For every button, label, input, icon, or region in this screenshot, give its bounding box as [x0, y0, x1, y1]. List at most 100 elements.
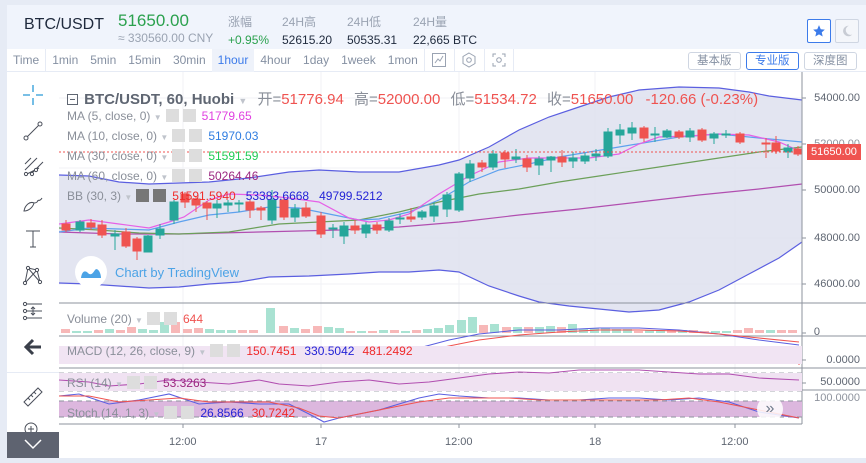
ruler-icon — [23, 387, 43, 407]
brush-tool[interactable] — [20, 190, 46, 216]
y-axis-label: 54000.00 — [814, 92, 860, 104]
close-icon[interactable] — [182, 109, 196, 122]
dropdown-arrow-icon[interactable]: ▼ — [238, 96, 248, 106]
chart-area[interactable]: BTC/USDT, 60, Huobi ▼ 开=51776.94 高=52000… — [59, 72, 866, 458]
star-icon — [813, 25, 825, 37]
collapse-legend-icon[interactable] — [67, 94, 78, 105]
stat-change: 涨幅 +0.95% — [228, 15, 270, 47]
gear-icon[interactable] — [172, 129, 186, 142]
price-chart-canvas[interactable] — [59, 72, 866, 458]
text-tool[interactable] — [20, 226, 46, 252]
crosshair-tool[interactable] — [20, 82, 46, 108]
toolbar-divider — [7, 372, 59, 373]
close-value: 51650.00 — [570, 91, 634, 108]
screenshot-icon — [492, 53, 506, 67]
view-depth-button[interactable]: 深度图 — [804, 52, 857, 70]
interval-1day[interactable]: 1day — [303, 52, 330, 67]
scroll-to-realtime-button[interactable]: » — [757, 396, 783, 422]
close-icon[interactable] — [227, 344, 241, 357]
close-icon[interactable] — [189, 169, 203, 182]
favorite-button[interactable] — [807, 19, 831, 43]
interval-30min[interactable]: 30min — [172, 52, 206, 67]
ma5-legend[interactable]: MA (5, close, 0) ▼ 51779.65 — [67, 109, 252, 123]
gear-icon[interactable] — [172, 169, 186, 182]
x-axis-label: 18 — [589, 436, 602, 448]
macd-axis-label: 0.0000 — [826, 354, 860, 366]
interval-5min[interactable]: 5min — [90, 52, 117, 67]
close-icon[interactable] — [189, 149, 203, 162]
view-basic-button[interactable]: 基本版 — [688, 52, 741, 70]
stoch-axis-label: 100.0000 — [814, 392, 860, 404]
interval-15min[interactable]: 15min — [128, 52, 161, 67]
trend-line-tool[interactable] — [20, 118, 46, 144]
interval-1min[interactable]: 1min — [52, 52, 79, 67]
moon-icon — [843, 25, 853, 37]
symbol-title: BTC/USDT, 60, Huobi — [84, 91, 235, 108]
close-icon[interactable] — [143, 376, 157, 389]
stat-24h-volume: 24H量 22,665 BTC — [413, 15, 478, 47]
screenshot-button[interactable] — [483, 48, 514, 72]
rsi-legend[interactable]: RSI (14) ▼ 53.3263 — [67, 376, 207, 390]
stoch-legend[interactable]: Stoch (14, 1, 3) ▼ 26.8566 30.7242 — [67, 406, 296, 420]
ma30-legend[interactable]: MA (30, close, 0) ▼ 51591.59 — [67, 149, 259, 163]
gear-icon[interactable] — [172, 149, 186, 162]
x-axis-label: 12:00 — [445, 436, 473, 448]
market-header: BTC/USDT 51650.00 ≈ 330560.00 CNY 涨幅 +0.9… — [7, 5, 866, 49]
last-price: 51650.00 — [118, 11, 189, 30]
drawing-toolbar — [7, 72, 59, 458]
interval-toolbar: Time 1min 5min 15min 30min 1hour 4hour 1… — [7, 48, 866, 72]
back-button[interactable] — [20, 334, 46, 360]
collapse-toolbar-button[interactable] — [7, 432, 59, 458]
last-price-tag: 51650.00 — [807, 144, 861, 160]
cny-price: ≈ 330560.00 CNY — [118, 31, 214, 45]
settings-icon — [462, 52, 476, 68]
tradingview-watermark[interactable]: Chart by TradingView — [75, 256, 239, 288]
crosshair-icon — [23, 85, 43, 105]
trend-line-icon — [23, 121, 43, 141]
indicators-button[interactable] — [423, 48, 454, 72]
close-icon[interactable] — [189, 129, 203, 142]
symbol-legend: BTC/USDT, 60, Huobi ▼ 开=51776.94 高=52000… — [67, 88, 758, 109]
interval-4hour[interactable]: 4hour — [260, 52, 292, 67]
pair-name: BTC/USDT — [24, 16, 104, 33]
gear-icon[interactable] — [164, 406, 178, 419]
y-axis-label: 46000.00 — [814, 278, 860, 290]
interval-time[interactable]: Time — [7, 48, 47, 72]
tradingview-logo-icon — [81, 269, 101, 278]
close-icon[interactable] — [181, 406, 195, 419]
measure-levels-icon — [22, 301, 42, 321]
change-value: -120.66 (-0.23%) — [645, 91, 759, 108]
pattern-icon — [22, 265, 43, 286]
ma60-legend[interactable]: MA (60, close, 0) ▼ 50264.46 — [67, 169, 259, 183]
open-value: 51776.94 — [281, 91, 344, 108]
stat-24h-low: 24H低 50535.31 — [347, 15, 398, 47]
gear-icon[interactable] — [165, 109, 179, 122]
interval-1hour[interactable]: 1hour — [211, 48, 255, 72]
theme-toggle-button[interactable] — [835, 19, 859, 43]
pitchfork-icon — [23, 157, 44, 177]
volume-legend[interactable]: Volume (20) ▼ 644 — [67, 312, 203, 326]
interval-1mon[interactable]: 1mon — [387, 52, 418, 67]
low-value: 51534.72 — [474, 91, 537, 108]
gear-icon[interactable] — [126, 376, 140, 389]
brush-icon — [23, 197, 43, 212]
gear-icon[interactable] — [136, 189, 150, 202]
bb-legend[interactable]: BB (30, 3) ▼ 51591.5940 53383.6668 49799.52… — [67, 189, 383, 203]
macd-legend[interactable]: MACD (12, 26, close, 9) ▼ 150.7451 330.504… — [67, 344, 413, 358]
measure-levels-tool[interactable] — [20, 298, 46, 324]
pattern-tool[interactable] — [20, 262, 46, 288]
close-icon[interactable] — [163, 312, 177, 325]
settings-button[interactable] — [453, 48, 484, 72]
pitchfork-tool[interactable] — [20, 154, 46, 180]
view-pro-button[interactable]: 专业版 — [746, 52, 799, 70]
x-axis-label: 17 — [315, 436, 328, 448]
ma10-legend[interactable]: MA (10, close, 0) ▼ 51970.03 — [67, 129, 259, 143]
rsi-axis-label: 50.0000 — [820, 376, 860, 388]
gear-icon[interactable] — [146, 312, 160, 325]
close-icon[interactable] — [153, 189, 167, 202]
stat-24h-high: 24H高 52615.20 — [282, 15, 333, 47]
ruler-tool[interactable] — [20, 384, 46, 410]
gear-icon[interactable] — [210, 344, 224, 357]
high-value: 52000.00 — [377, 91, 441, 108]
interval-1week[interactable]: 1week — [341, 52, 376, 67]
